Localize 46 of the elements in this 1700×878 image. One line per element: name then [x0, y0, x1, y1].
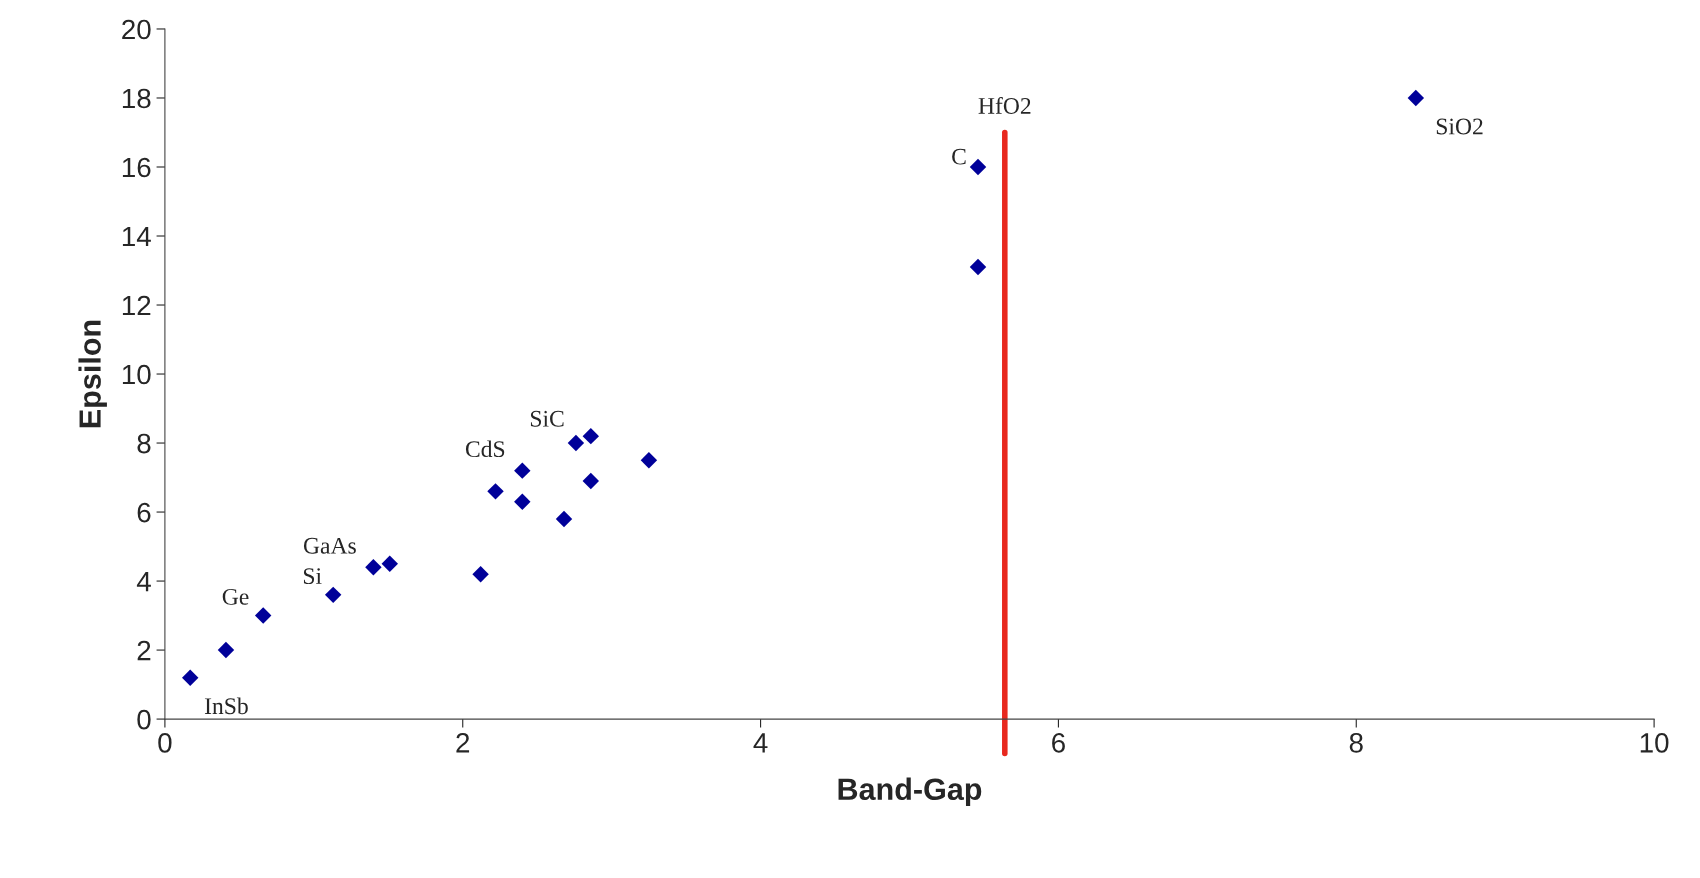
x-tick-label: 10: [1640, 733, 1669, 753]
point: [324, 586, 342, 604]
x-tick-label: 8: [1349, 733, 1363, 753]
annotation: Si: [303, 568, 322, 585]
point: [582, 427, 600, 445]
y-axis-title: Epsilon: [78, 320, 107, 428]
point: [582, 472, 600, 490]
point: [514, 493, 531, 510]
point: [487, 483, 504, 500]
annotation: SiC: [530, 410, 564, 427]
point: [381, 555, 398, 573]
annotation: InSb: [204, 697, 248, 715]
point: [640, 452, 658, 469]
point: [969, 158, 987, 176]
x-tick-label: 4: [753, 733, 768, 753]
point: [182, 669, 199, 686]
point: [555, 510, 573, 528]
x-axis-title: Band-Gap: [838, 777, 982, 807]
annotation: SiO2: [1436, 118, 1483, 135]
y-tick-label: 8: [137, 433, 151, 454]
y-tick-label: 20: [122, 19, 151, 40]
y-tick-label: 6: [137, 502, 151, 523]
point: [1407, 89, 1425, 107]
point: [254, 607, 272, 624]
point: [567, 434, 585, 452]
y-tick-label: 14: [122, 226, 151, 247]
point: [514, 462, 531, 479]
y-tick-label: 18: [122, 88, 151, 109]
y-tick-label: 12: [122, 295, 151, 316]
ref-line-label: HfO2: [978, 97, 1031, 114]
x-tick-label: 0: [158, 733, 172, 753]
annotation: CdS: [465, 440, 505, 458]
y-tick-label: 16: [122, 157, 151, 178]
y-tick-label: 0: [137, 709, 151, 730]
point: [217, 641, 235, 659]
y-tick-label: 10: [122, 364, 151, 385]
annotation: C: [952, 148, 966, 165]
point: [969, 258, 987, 276]
annotation: Ge: [222, 588, 249, 605]
y-tick-label: 2: [137, 640, 151, 661]
x-tick-label: 6: [1052, 733, 1065, 753]
point: [365, 559, 382, 576]
point: [472, 565, 489, 583]
y-tick-label: 4: [136, 572, 151, 592]
annotation: GaAs: [303, 537, 356, 554]
x-tick-label: 2: [456, 733, 470, 753]
